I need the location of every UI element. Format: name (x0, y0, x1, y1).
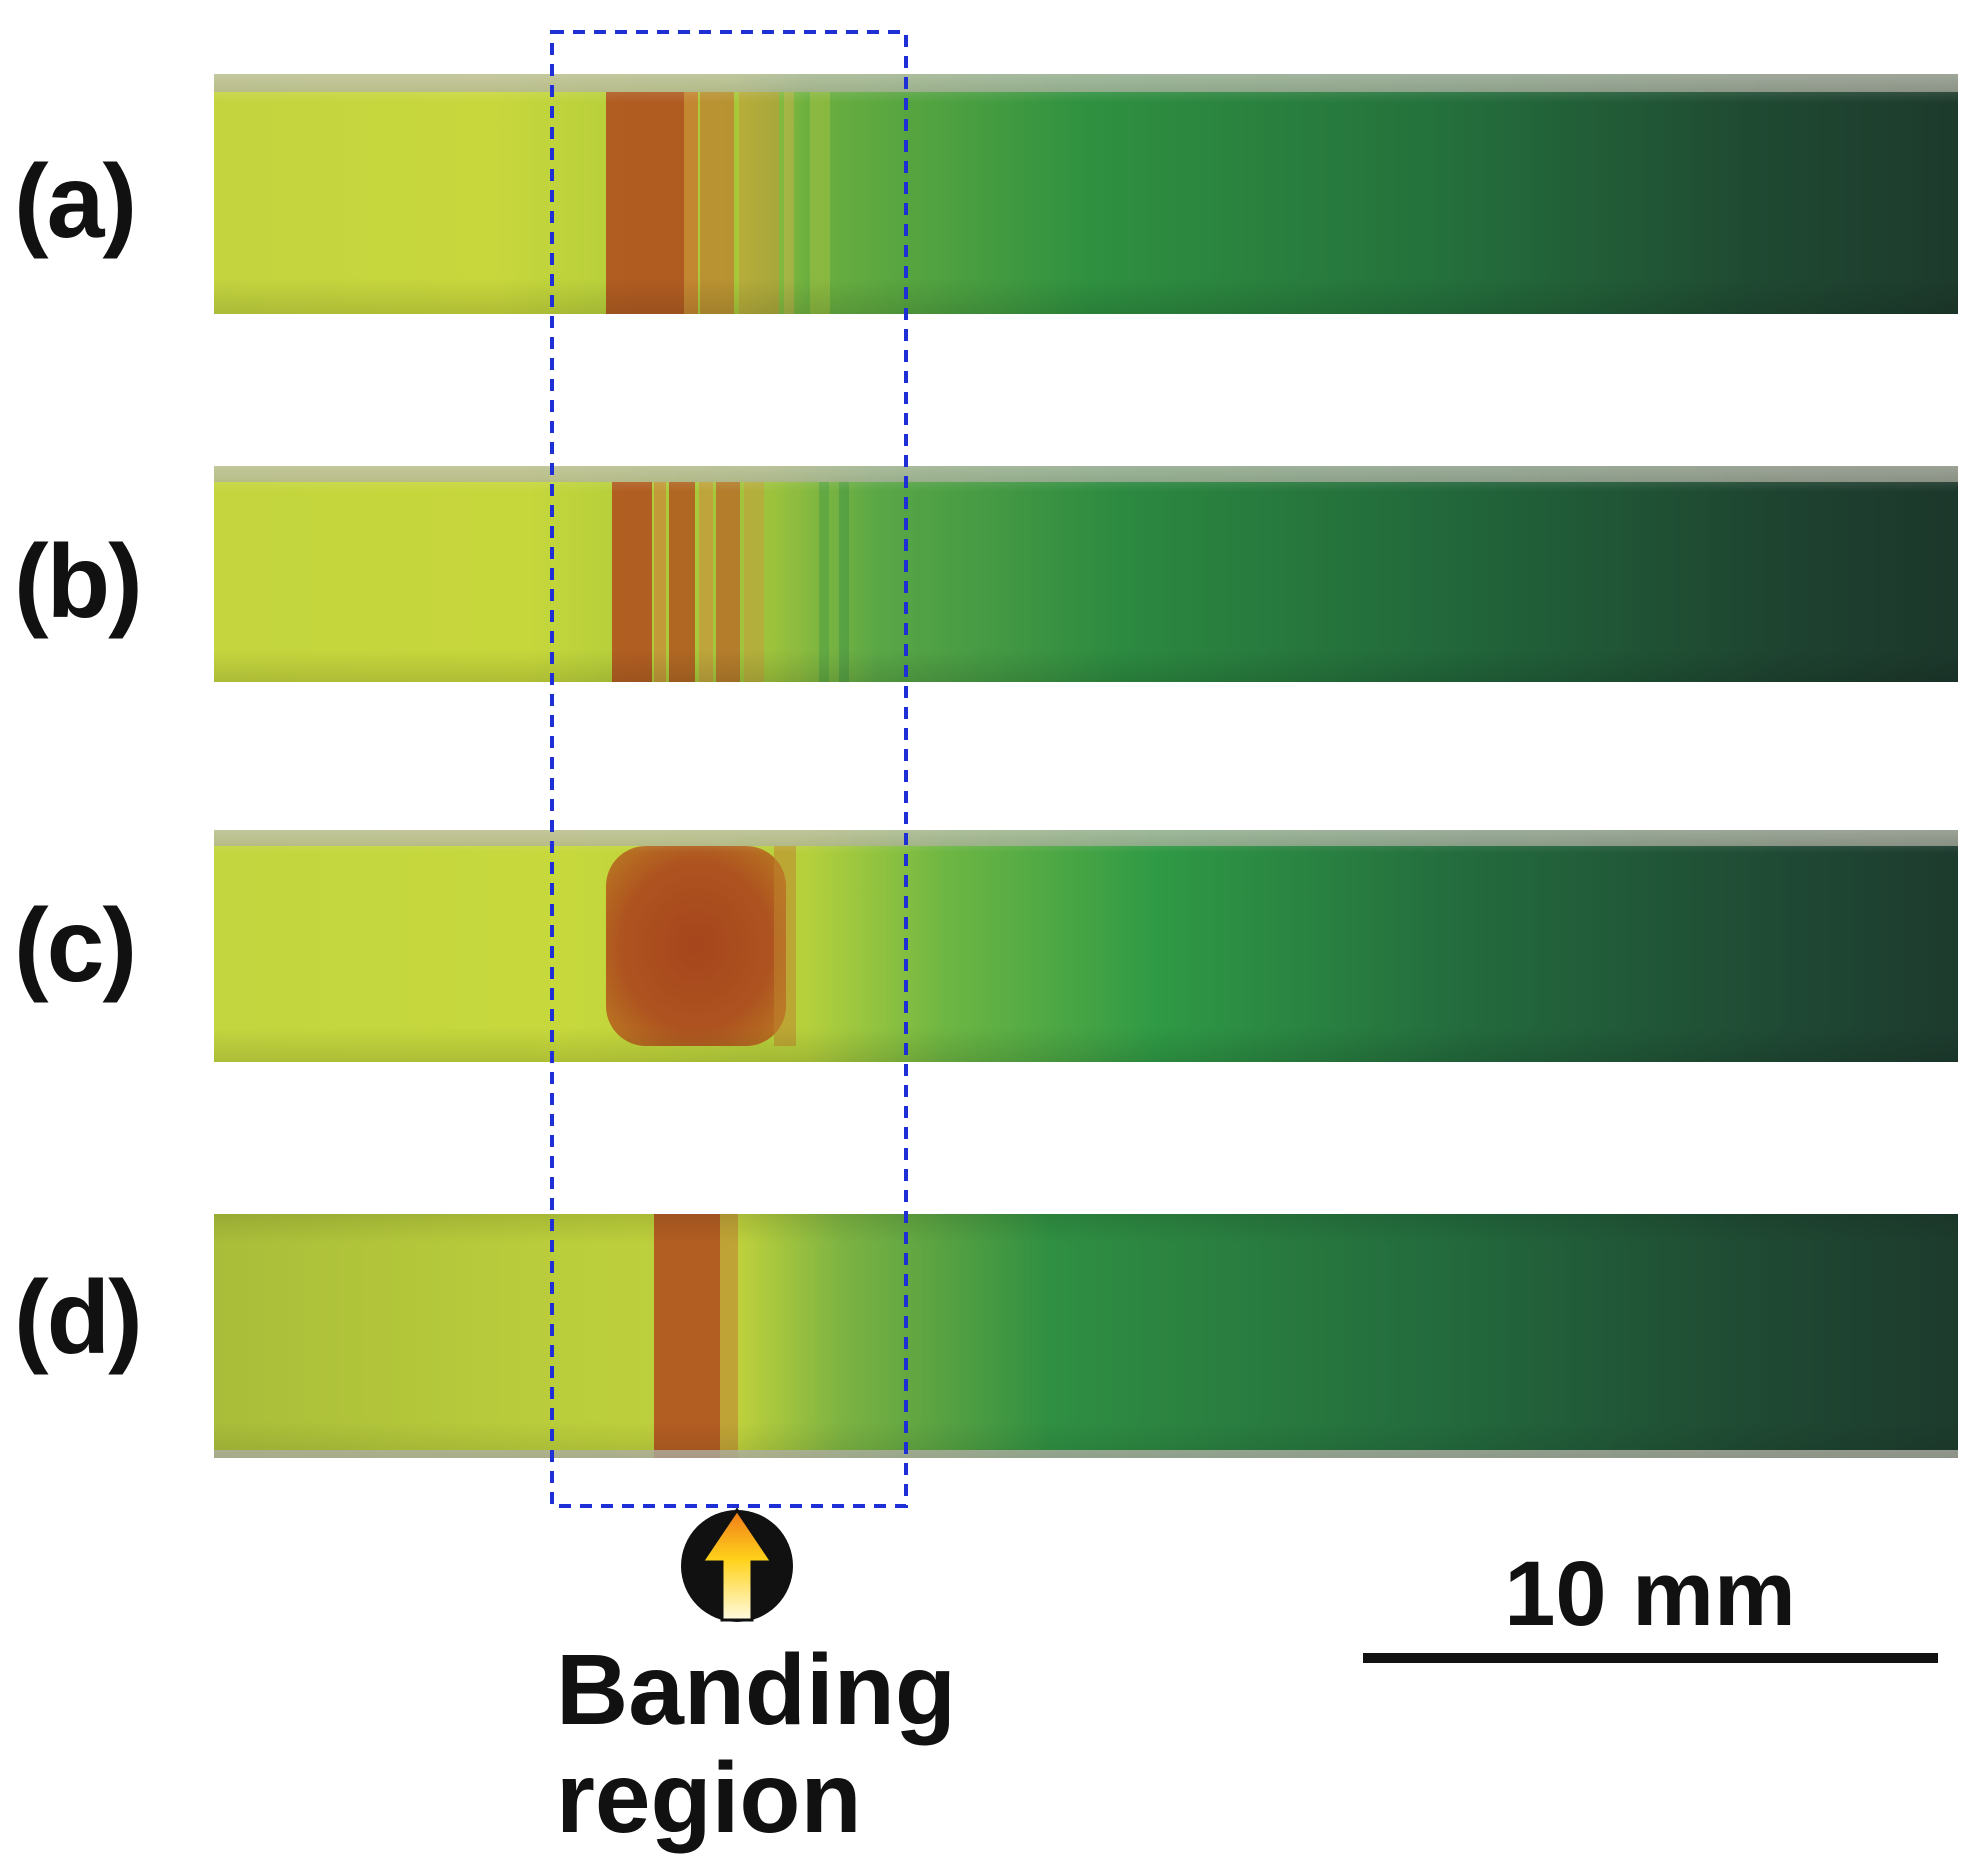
banding-region-label: Banding region (556, 1634, 956, 1854)
panel-label-b: (b) (14, 524, 143, 640)
tube-photo-a (214, 74, 1958, 314)
scale-bar-label: 10 mm (1504, 1543, 1796, 1645)
tube-photo-d (214, 1214, 1958, 1458)
panel-label-c: (c) (14, 888, 137, 1004)
panel-label-d: (d) (14, 1260, 143, 1376)
tube-photo-b (214, 466, 1958, 682)
tube-photo-c (214, 830, 1958, 1062)
panel-label-a: (a) (14, 144, 137, 260)
up-arrow-icon (681, 1507, 793, 1622)
